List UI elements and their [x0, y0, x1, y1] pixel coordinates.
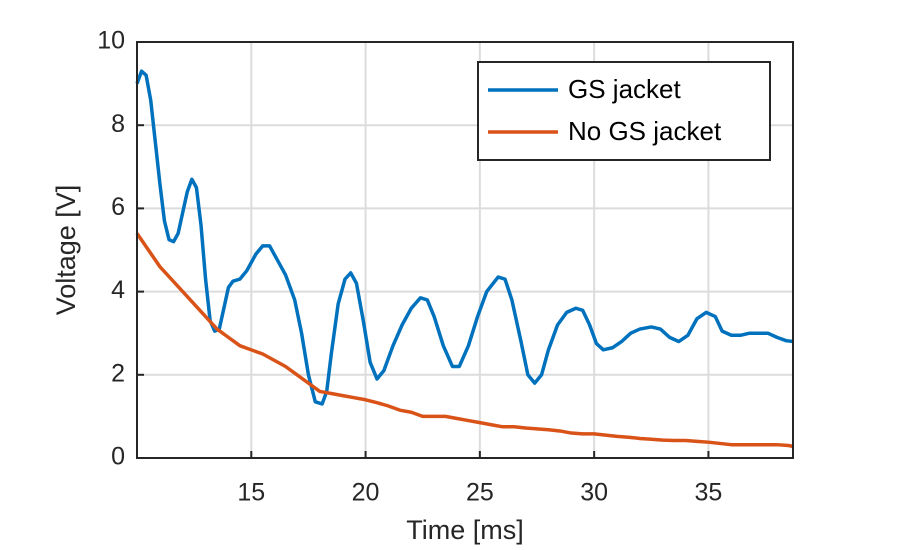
legend-label: No GS jacket [568, 116, 722, 146]
y-tick-label: 8 [111, 110, 125, 138]
y-tick-label: 6 [111, 193, 125, 221]
data-line [135, 232, 794, 449]
x-axis-label: Time [ms] [406, 515, 524, 545]
y-tick-label: 2 [111, 359, 125, 387]
x-tick-label: 20 [352, 479, 380, 507]
x-tick-label: 25 [466, 479, 494, 507]
y-tick-label: 10 [97, 27, 125, 55]
x-tick-label: 30 [580, 479, 608, 507]
legend-box [477, 61, 771, 161]
y-tick-label: 4 [111, 276, 125, 304]
legend: GS jacket No GS jacket [477, 61, 771, 161]
y-axis-label: Voltage [V] [51, 185, 81, 316]
y-tick-label: 0 [111, 443, 125, 471]
legend-label: GS jacket [568, 74, 681, 104]
data-line [135, 69, 794, 406]
x-tick-label: 35 [695, 479, 723, 507]
ticks: 0 2 4 6 8 10 15 20 25 30 35 [97, 27, 722, 507]
x-tick-label: 15 [237, 479, 265, 507]
axes-box [136, 41, 794, 459]
plot-lines [135, 69, 794, 449]
